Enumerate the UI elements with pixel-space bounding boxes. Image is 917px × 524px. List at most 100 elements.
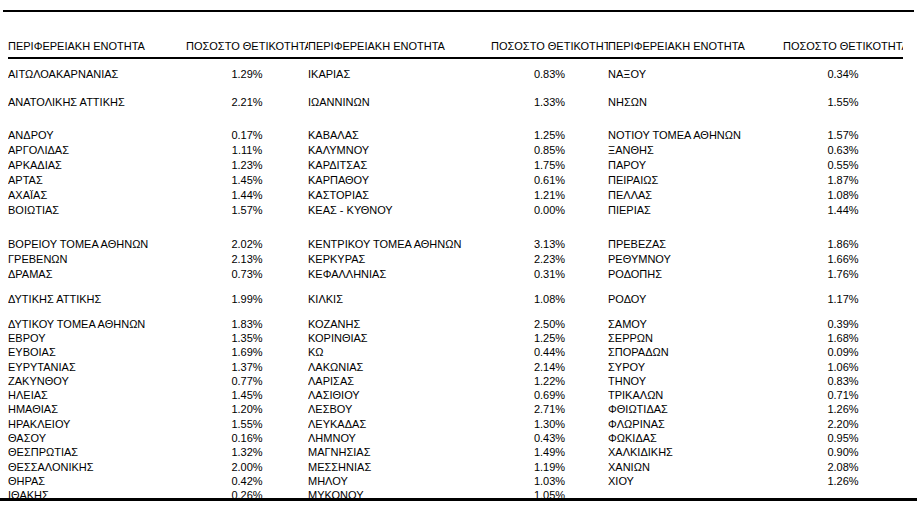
region-name-cell: ΕΒΡΟΥ — [8, 331, 186, 345]
region-name-cell: ΤΗΝΟΥ — [608, 374, 783, 388]
positivity-value-cell: 1.83% — [186, 317, 308, 331]
table-row: ΘΑΣΟΥ0.16%ΛΗΜΝΟΥ0.43%ΦΩΚΙΔΑΣ0.95% — [8, 431, 903, 445]
positivity-value-cell: 0.83% — [783, 374, 903, 388]
column-header-region-1: ΠΕΡΙΦΕΡΕΙΑΚΗ ΕΝΟΤΗΤΑ — [8, 12, 186, 58]
region-name-cell: ΦΛΩΡΙΝΑΣ — [608, 417, 783, 431]
positivity-value-cell: 1.55% — [186, 417, 308, 431]
table-row: ΘΕΣΣΑΛΟΝΙΚΗΣ2.00%ΜΕΣΣΗΝΙΑΣ1.19%ΧΑΝΙΩΝ2.0… — [8, 460, 903, 474]
positivity-value-cell: 1.57% — [783, 128, 903, 143]
positivity-value-cell: 2.08% — [783, 460, 903, 474]
positivity-value-cell: 0.43% — [491, 431, 608, 445]
positivity-table: ΠΕΡΙΦΕΡΕΙΑΚΗ ΕΝΟΤΗΤΑ ΠΟΣΟΣΤΟ ΘΕΤΙΚΟΤΗΤΑΣ… — [8, 12, 903, 503]
region-name-cell: ΒΟΙΩΤΙΑΣ — [8, 203, 186, 218]
region-name-cell: ΚΟΡΙΝΘΙΑΣ — [308, 331, 491, 345]
region-name-cell: ΣΠΟΡΑΔΩΝ — [608, 346, 783, 360]
positivity-value-cell: 1.26% — [783, 474, 903, 488]
region-name-cell: ΙΚΑΡΙΑΣ — [308, 58, 491, 89]
region-name-cell: ΝΗΣΩΝ — [608, 89, 783, 116]
region-name-cell: ΡΟΔΟΠΗΣ — [608, 267, 783, 282]
table-row: ΕΥΒΟΙΑΣ1.69%ΚΩ0.44%ΣΠΟΡΑΔΩΝ0.09% — [8, 346, 903, 360]
positivity-value-cell: 1.37% — [186, 360, 308, 374]
region-name-cell: ΣΑΜΟΥ — [608, 317, 783, 331]
region-name-cell: ΚΕΡΚΥΡΑΣ — [308, 252, 491, 267]
region-name-cell: ΒΟΡΕΙΟΥ ΤΟΜΕΑ ΑΘΗΝΩΝ — [8, 237, 186, 252]
positivity-value-cell: 1.06% — [783, 360, 903, 374]
positivity-value-cell: 1.35% — [186, 331, 308, 345]
spacer-row — [8, 307, 903, 317]
region-name-cell: ΑΝΑΤΟΛΙΚΗΣ ΑΤΤΙΚΗΣ — [8, 89, 186, 116]
positivity-value-cell: 1.11% — [186, 143, 308, 158]
region-name-cell: ΚΕΝΤΡΙΚΟΥ ΤΟΜΕΑ ΑΘΗΝΩΝ — [308, 237, 491, 252]
region-name-cell: ΛΑΡΙΣΑΣ — [308, 374, 491, 388]
region-name-cell: ΜΕΣΣΗΝΙΑΣ — [308, 460, 491, 474]
region-name-cell: ΦΘΙΩΤΙΔΑΣ — [608, 403, 783, 417]
region-name-cell: ΠΕΛΛΑΣ — [608, 188, 783, 203]
region-name-cell: ΦΩΚΙΔΑΣ — [608, 431, 783, 445]
positivity-value-cell: 1.87% — [783, 173, 903, 188]
positivity-value-cell: 0.63% — [783, 143, 903, 158]
column-header-positivity-2: ΠΟΣΟΣΤΟ ΘΕΤΙΚΟΤΗΤΑΣ — [491, 12, 608, 58]
positivity-value-cell: 2.13% — [186, 252, 308, 267]
positivity-value-cell: 2.50% — [491, 317, 608, 331]
region-name-cell: ΗΜΑΘΙΑΣ — [8, 403, 186, 417]
region-name-cell: ΠΕΙΡΑΙΩΣ — [608, 173, 783, 188]
positivity-value-cell: 1.29% — [186, 58, 308, 89]
column-header-positivity-1: ΠΟΣΟΣΤΟ ΘΕΤΙΚΟΤΗΤΑΣ — [186, 12, 308, 58]
region-name-cell: ΜΑΓΝΗΣΙΑΣ — [308, 446, 491, 460]
table-row: ΑΡΚΑΔΙΑΣ1.23%ΚΑΡΔΙΤΣΑΣ1.75%ΠΑΡΟΥ0.55% — [8, 158, 903, 173]
positivity-value-cell: 0.09% — [783, 346, 903, 360]
positivity-value-cell: 1.25% — [491, 331, 608, 345]
region-name-cell: ΑΝΔΡΟΥ — [8, 128, 186, 143]
positivity-value-cell: 1.23% — [186, 158, 308, 173]
table-header-row: ΠΕΡΙΦΕΡΕΙΑΚΗ ΕΝΟΤΗΤΑ ΠΟΣΟΣΤΟ ΘΕΤΙΚΟΤΗΤΑΣ… — [8, 12, 903, 58]
region-name-cell: ΣΥΡΟΥ — [608, 360, 783, 374]
positivity-value-cell: 0.44% — [491, 346, 608, 360]
positivity-value-cell: 2.02% — [186, 237, 308, 252]
region-name-cell: ΣΕΡΡΩΝ — [608, 331, 783, 345]
region-name-cell: ΤΡΙΚΑΛΩΝ — [608, 388, 783, 402]
positivity-value-cell: 1.45% — [186, 388, 308, 402]
positivity-value-cell: 0.90% — [783, 446, 903, 460]
region-name-cell: ΘΕΣΣΑΛΟΝΙΚΗΣ — [8, 460, 186, 474]
table-row: ΕΥΡΥΤΑΝΙΑΣ1.37%ΛΑΚΩΝΙΑΣ2.14%ΣΥΡΟΥ1.06% — [8, 360, 903, 374]
positivity-value-cell: 0.69% — [491, 388, 608, 402]
region-name-cell: ΚΑΛΥΜΝΟΥ — [308, 143, 491, 158]
positivity-value-cell: 0.16% — [186, 431, 308, 445]
positivity-value-cell: 1.57% — [186, 203, 308, 218]
table-row: ΗΛΕΙΑΣ1.45%ΛΑΣΙΘΙΟΥ0.69%ΤΡΙΚΑΛΩΝ0.71% — [8, 388, 903, 402]
region-name-cell: ΞΑΝΘΗΣ — [608, 143, 783, 158]
table-row: ΒΟΙΩΤΙΑΣ1.57%ΚΕΑΣ - ΚΥΘΝΟΥ0.00%ΠΙΕΡΙΑΣ1.… — [8, 203, 903, 218]
region-name-cell: ΚΕΑΣ - ΚΥΘΝΟΥ — [308, 203, 491, 218]
positivity-value-cell: 1.76% — [783, 267, 903, 282]
positivity-value-cell: 1.44% — [783, 203, 903, 218]
region-name-cell: ΡΕΘΥΜΝΟΥ — [608, 252, 783, 267]
positivity-value-cell: 2.71% — [491, 403, 608, 417]
positivity-value-cell: 0.39% — [783, 317, 903, 331]
region-name-cell: ΝΟΤΙΟΥ ΤΟΜΕΑ ΑΘΗΝΩΝ — [608, 128, 783, 143]
table-row: ΑΝΔΡΟΥ0.17%ΚΑΒΑΛΑΣ1.25%ΝΟΤΙΟΥ ΤΟΜΕΑ ΑΘΗΝ… — [8, 128, 903, 143]
table-row: ΗΡΑΚΛΕΙΟΥ1.55%ΛΕΥΚΑΔΑΣ1.30%ΦΛΩΡΙΝΑΣ2.20% — [8, 417, 903, 431]
positivity-value-cell: 1.19% — [491, 460, 608, 474]
positivity-value-cell: 1.32% — [186, 446, 308, 460]
region-name-cell: ΛΗΜΝΟΥ — [308, 431, 491, 445]
positivity-value-cell: 0.95% — [783, 431, 903, 445]
positivity-value-cell: 1.30% — [491, 417, 608, 431]
table-row: ΕΒΡΟΥ1.35%ΚΟΡΙΝΘΙΑΣ1.25%ΣΕΡΡΩΝ1.68% — [8, 331, 903, 345]
positivity-value-cell: 1.99% — [186, 292, 308, 307]
region-name-cell: ΑΧΑΪΑΣ — [8, 188, 186, 203]
spacer-cell — [8, 307, 903, 317]
region-name-cell: ΡΟΔΟΥ — [608, 292, 783, 307]
table-row: ΑΡΤΑΣ1.45%ΚΑΡΠΑΘΟΥ0.61%ΠΕΙΡΑΙΩΣ1.87% — [8, 173, 903, 188]
region-name-cell: ΛΕΥΚΑΔΑΣ — [308, 417, 491, 431]
positivity-value-cell: 1.25% — [491, 128, 608, 143]
report-page: ΠΕΡΙΦΕΡΕΙΑΚΗ ΕΝΟΤΗΤΑ ΠΟΣΟΣΤΟ ΘΕΤΙΚΟΤΗΤΑΣ… — [0, 0, 917, 524]
positivity-value-cell: 1.22% — [491, 374, 608, 388]
table-row: ΑΙΤΩΛΟΑΚΑΡΝΑΝΙΑΣ1.29%ΙΚΑΡΙΑΣ0.83%ΝΑΞΟΥ0.… — [8, 58, 903, 89]
positivity-value-cell: 1.33% — [491, 89, 608, 116]
positivity-value-cell: 0.77% — [186, 374, 308, 388]
positivity-value-cell: 0.00% — [491, 203, 608, 218]
region-name-cell: ΚΩ — [308, 346, 491, 360]
spacer-cell — [8, 218, 903, 237]
region-name-cell: ΕΥΒΟΙΑΣ — [8, 346, 186, 360]
positivity-value-cell: 1.03% — [491, 474, 608, 488]
